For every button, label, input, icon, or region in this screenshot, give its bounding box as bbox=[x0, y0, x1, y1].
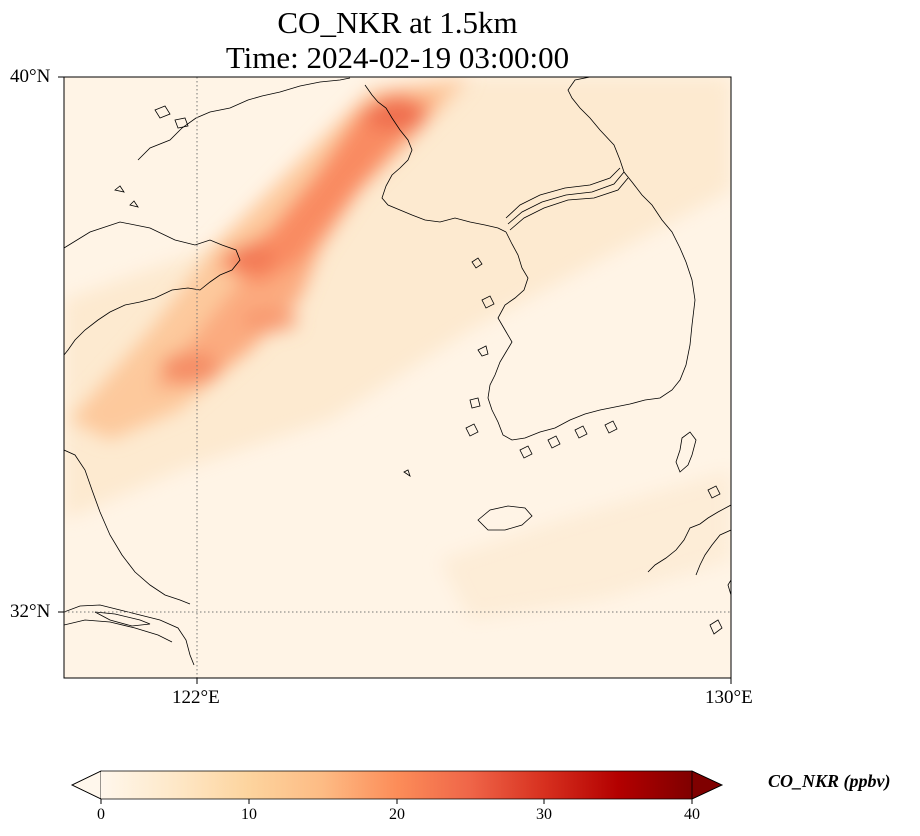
concentration-field bbox=[64, 77, 731, 678]
colorbar-tick-10: 10 bbox=[241, 806, 257, 823]
colorbar-extend-high bbox=[691, 770, 723, 800]
coastline-korea-border bbox=[505, 167, 621, 219]
coastline-liaodong bbox=[364, 84, 507, 233]
gridlines bbox=[64, 77, 731, 678]
colorbar bbox=[71, 770, 723, 804]
field-light-band bbox=[64, 77, 731, 620]
coastline-yangtze bbox=[64, 604, 195, 666]
coastline-korea bbox=[487, 77, 696, 441]
axis-ticks bbox=[58, 76, 732, 684]
colorbar-label: CO_NKR (ppbv) bbox=[768, 771, 891, 791]
colorbar-tick-20: 20 bbox=[389, 806, 405, 823]
coastline-jiangsu bbox=[64, 449, 191, 605]
map-frame bbox=[63, 76, 732, 679]
coastlines bbox=[64, 77, 731, 666]
coastline-jeju bbox=[477, 505, 533, 531]
coastline-kyushu bbox=[647, 504, 731, 573]
colorbar-extend-low bbox=[71, 770, 102, 800]
colorbar-tick-30: 30 bbox=[536, 806, 552, 823]
lat-tick-40: 40°N bbox=[10, 66, 51, 87]
coastline-bohai-north bbox=[137, 77, 351, 161]
lon-tick-130: 130°E bbox=[705, 687, 753, 708]
co-plume bbox=[70, 77, 470, 440]
colorbar-tick-0: 0 bbox=[97, 806, 105, 823]
lon-tick-122: 122°E bbox=[172, 687, 220, 708]
coastline-tsushima bbox=[675, 431, 697, 473]
colorbar-gradient bbox=[101, 771, 692, 799]
lat-tick-32: 32°N bbox=[10, 601, 51, 622]
map-subtitle-time: Time: 2024-02-19 03:00:00 bbox=[225, 40, 570, 75]
coastline-shandong bbox=[64, 221, 241, 356]
map-title: CO_NKR at 1.5km bbox=[277, 5, 518, 40]
colorbar-tick-40: 40 bbox=[684, 806, 700, 823]
